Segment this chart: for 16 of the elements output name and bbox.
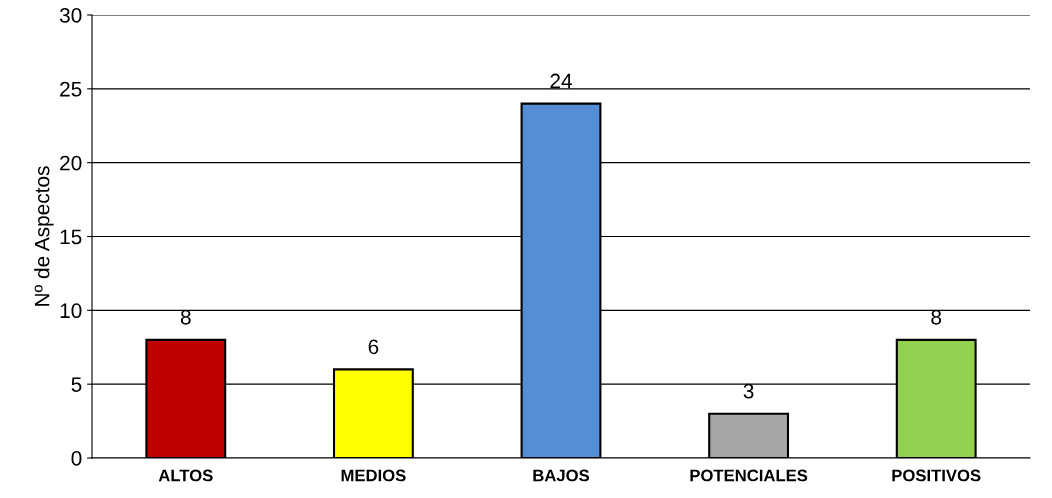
y-tick-label: 10	[60, 303, 82, 319]
y-tick-label: 25	[60, 81, 82, 97]
data-label: 3	[743, 383, 754, 399]
y-axis-title: Nº de Aspectos	[34, 166, 54, 306]
y-tick-label: 30	[59, 8, 82, 23]
y-tick-label: 15	[60, 229, 82, 245]
y-tick-label: 0	[71, 451, 82, 466]
x-tick-label: POTENCIALES	[690, 469, 808, 482]
x-tick-label: ALTOS	[158, 469, 213, 482]
data-label: 24	[550, 73, 572, 89]
x-tick-label: BAJOS	[533, 469, 590, 482]
y-tick-label: 5	[71, 377, 82, 392]
y-tick-label: 20	[60, 155, 82, 171]
x-tick-label: POSITIVOS	[892, 469, 981, 482]
x-tick-label: MEDIOS	[341, 469, 406, 482]
data-label: 6	[368, 339, 379, 355]
